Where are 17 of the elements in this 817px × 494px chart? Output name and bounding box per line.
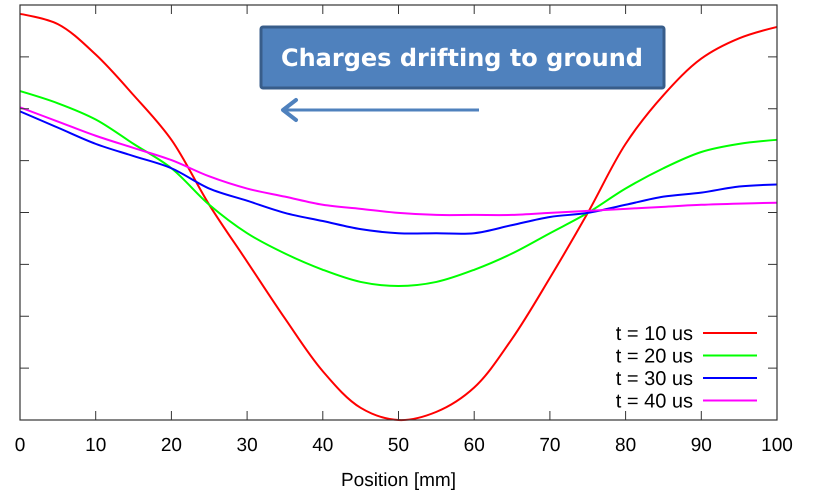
x-tick-label: 40 [312, 435, 334, 456]
x-tick-label: 100 [761, 435, 793, 456]
x-tick-label: 30 [236, 435, 258, 456]
x-tick-label: 90 [690, 435, 712, 456]
legend-label: t = 20 us [616, 346, 693, 368]
x-tick-label: 50 [388, 435, 410, 456]
x-tick-label: 20 [160, 435, 182, 456]
x-tick-label: 10 [85, 435, 106, 456]
x-tick-label: 60 [464, 435, 485, 456]
x-tick-label: 70 [539, 435, 560, 456]
annotation: Charges drifting to ground [280, 44, 644, 72]
x-tick-label: 0 [14, 435, 26, 456]
legend-label: t = 30 us [616, 368, 693, 390]
legend-label: t = 40 us [616, 390, 693, 412]
x-tick-label: 80 [615, 435, 636, 456]
x-axis-title: Position [mm] [340, 470, 456, 491]
legend-label: t = 10 us [616, 323, 693, 345]
